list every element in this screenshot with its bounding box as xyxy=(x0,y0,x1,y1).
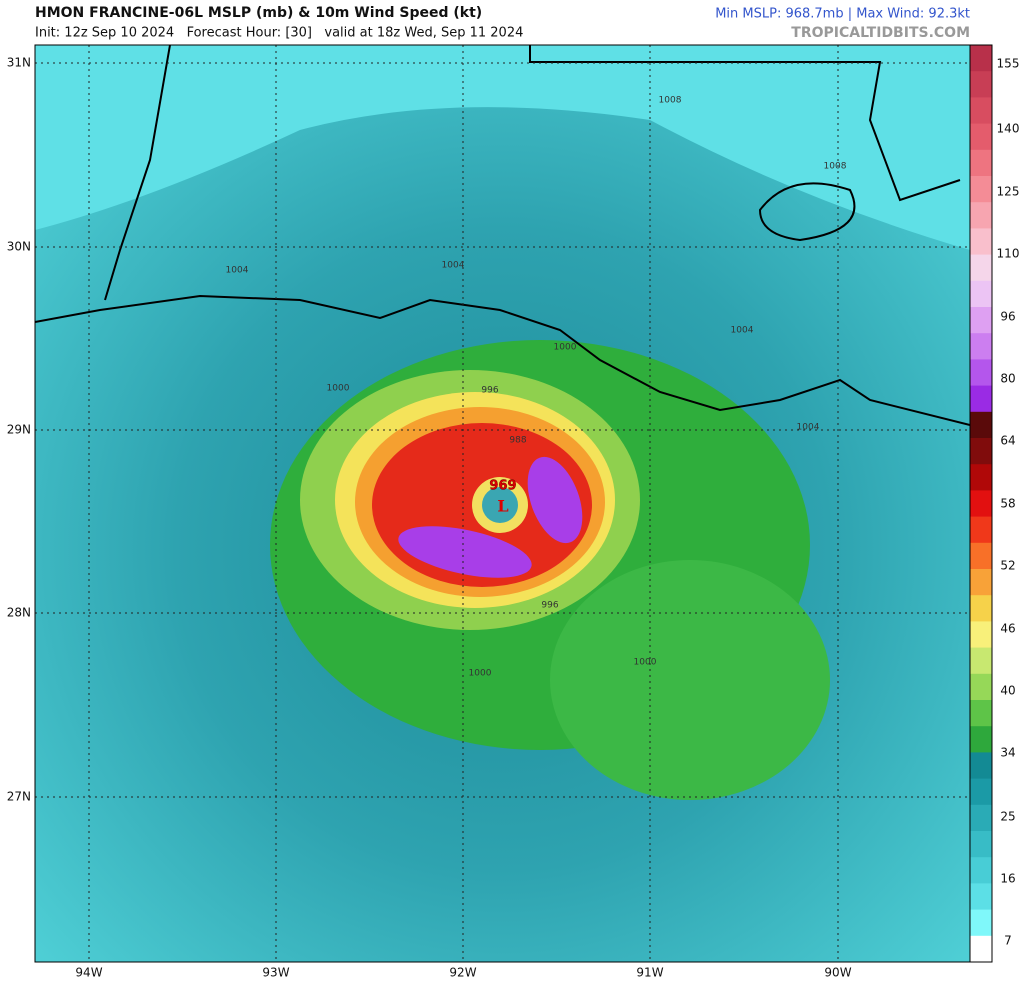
colorbar-band xyxy=(970,411,992,439)
colorbar-label: 125 xyxy=(997,185,1020,199)
colorbar-label: 140 xyxy=(997,122,1020,136)
colorbar-label: 25 xyxy=(1000,810,1015,824)
lon-label: 90W xyxy=(824,966,851,980)
colorbar-band xyxy=(970,202,992,229)
lon-label: 94W xyxy=(75,966,102,980)
lat-label: 30N xyxy=(7,240,31,254)
colorbar-band xyxy=(970,621,992,649)
colorbar-band xyxy=(970,149,992,177)
lat-label: 27N xyxy=(7,790,31,804)
colorbar-band xyxy=(970,831,992,858)
coastline xyxy=(35,294,970,426)
colorbar-band xyxy=(970,542,992,570)
colorbar-band xyxy=(970,359,992,387)
subtitle: Init: 12z Sep 10 2024 Forecast Hour: [30… xyxy=(35,26,523,41)
wind-64 xyxy=(527,456,583,544)
colorbar-label: 80 xyxy=(1000,372,1015,386)
contour-label: 1000 xyxy=(327,384,350,394)
contour-label: 996 xyxy=(541,601,558,611)
colorbar-band xyxy=(970,333,992,360)
colorbar-label: 7 xyxy=(1004,934,1012,948)
colorbar-label: 16 xyxy=(1000,872,1015,886)
contour-label: 1008 xyxy=(824,162,847,172)
colorbar-label: 58 xyxy=(1000,497,1015,511)
title: HMON FRANCINE-06L MSLP (mb) & 10m Wind S… xyxy=(35,5,482,21)
colorbar-band xyxy=(970,123,992,151)
colorbar-label: 40 xyxy=(1000,684,1015,698)
light-wind-area xyxy=(35,45,970,250)
colorbar-band xyxy=(970,647,992,675)
contour-label: 996 xyxy=(481,386,498,396)
low-symbol: L xyxy=(497,497,508,516)
wind-34 xyxy=(550,560,830,800)
axes: 31N 30N 29N 28N 27N 94W 93W 92W 91W 90W xyxy=(7,56,852,980)
colorbar-band xyxy=(970,176,992,203)
colorbar-band xyxy=(970,857,992,884)
colorbar-band xyxy=(970,804,992,832)
colorbar-band xyxy=(970,752,992,780)
colorbar-band xyxy=(970,935,992,963)
contour-label: 1000 xyxy=(554,343,577,353)
colorbar-band xyxy=(970,778,992,806)
colorbar-label: 34 xyxy=(1000,746,1015,760)
colorbar-band xyxy=(970,385,992,413)
colorbar-band xyxy=(970,438,992,465)
colorbar-band xyxy=(970,97,992,125)
lon-label: 93W xyxy=(262,966,289,980)
contour-label: 1004 xyxy=(442,261,465,271)
colorbar-label: 46 xyxy=(1000,622,1015,636)
contour-label: 1004 xyxy=(797,423,820,433)
colorbar-band xyxy=(970,71,992,98)
contour-label: 988 xyxy=(509,436,526,446)
colorbar-band xyxy=(970,490,992,518)
colorbar-band xyxy=(970,254,992,282)
brand: TROPICALTIDBITS.COM xyxy=(791,25,970,41)
lon-label: 91W xyxy=(636,966,663,980)
colorbar: 155 140 125 110 96 80 64 58 52 46 40 34 25 16 7 xyxy=(969,44,1020,963)
contour-label: 1004 xyxy=(731,326,754,336)
contour-label: 1000 xyxy=(469,669,492,679)
colorbar-band xyxy=(970,595,992,622)
lon-label: 92W xyxy=(449,966,476,980)
contour-label: 1000 xyxy=(634,658,657,668)
colorbar-band xyxy=(970,569,992,596)
colorbar-label: 64 xyxy=(1000,434,1015,448)
colorbar-band xyxy=(970,516,992,544)
colorbar-frame xyxy=(969,44,993,963)
wind-64 xyxy=(398,526,532,578)
colorbar-label: 110 xyxy=(997,247,1020,261)
eye xyxy=(482,487,518,523)
colorbar-band xyxy=(970,464,992,491)
colorbar-band xyxy=(970,228,992,256)
center-pressure: 969 xyxy=(489,479,516,494)
colorbar-label: 155 xyxy=(997,57,1020,71)
colorbar-label: 96 xyxy=(1000,310,1015,324)
lat-label: 29N xyxy=(7,423,31,437)
colorbar-band xyxy=(970,700,992,727)
colorbar-band xyxy=(970,280,992,308)
colorbar-band xyxy=(970,726,992,753)
contour-label: 1004 xyxy=(226,266,249,276)
colorbar-band xyxy=(970,45,992,72)
colorbar-band xyxy=(970,909,992,937)
contour-labels: 1008 1008 1004 1004 1004 1000 1000 996 988 1000 10… xyxy=(226,96,847,679)
colorbar-band xyxy=(970,883,992,911)
lat-label: 28N xyxy=(7,606,31,620)
lat-label: 31N xyxy=(7,56,31,70)
colorbar-band xyxy=(970,307,992,334)
colorbar-label: 52 xyxy=(1000,559,1015,573)
map: 1008 1008 1004 1004 1004 1000 1000 996 988 1000 10… xyxy=(35,45,970,962)
borders xyxy=(104,45,961,301)
colorbar-band xyxy=(970,673,992,701)
stats: Min MSLP: 968.7mb | Max Wind: 92.3kt xyxy=(715,7,970,22)
contour-label: 1008 xyxy=(659,96,682,106)
